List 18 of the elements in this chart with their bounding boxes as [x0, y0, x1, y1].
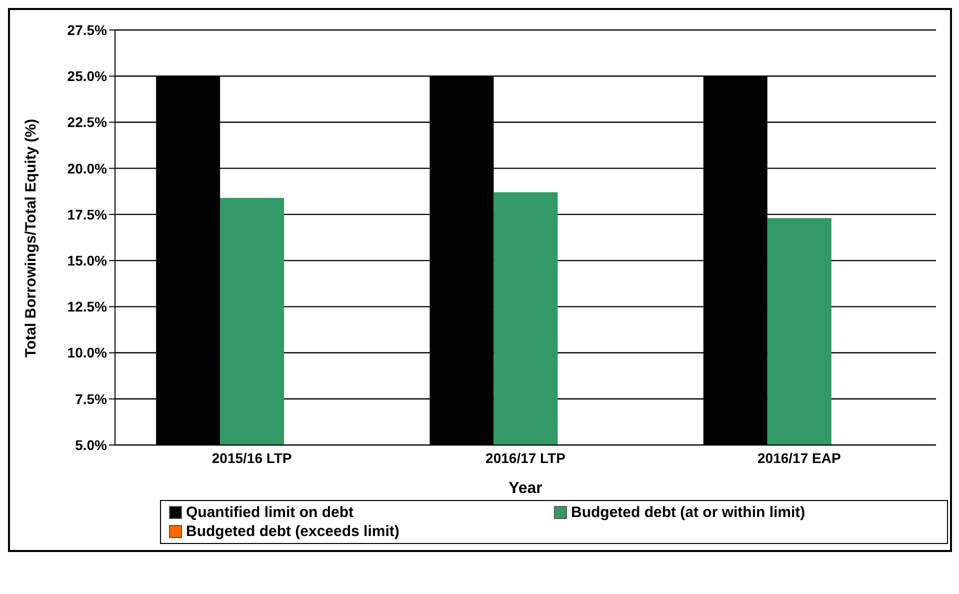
y-tick-label: 5.0%: [75, 436, 108, 453]
y-tick-label: 7.5%: [75, 390, 108, 407]
y-tick-label: 12.5%: [67, 298, 108, 315]
y-tick-label: 17.5%: [67, 206, 108, 222]
x-tick-label: 2015/16 LTP: [212, 450, 292, 466]
y-tick-label: 27.5%: [67, 22, 108, 38]
y-tick-label: 22.5%: [67, 114, 108, 130]
legend-label: Budgeted debt (exceeds limit): [186, 523, 400, 540]
legend-label: Budgeted debt (at or within limit): [571, 504, 806, 521]
x-axis-title: Year: [508, 480, 542, 497]
y-tick-label: 15.0%: [67, 252, 108, 269]
y-tick-label: 10.0%: [67, 344, 108, 361]
legend-label: Quantified limit on debt: [186, 504, 354, 521]
y-tick-label: 20.0%: [67, 160, 108, 176]
y-axis-title: Total Borrowings/Total Equity (%): [22, 118, 40, 358]
x-tick-label: 2016/17 LTP: [486, 450, 566, 466]
y-tick-label: 25.0%: [67, 68, 108, 84]
x-tick-label: 2016/17 EAP: [758, 450, 841, 466]
